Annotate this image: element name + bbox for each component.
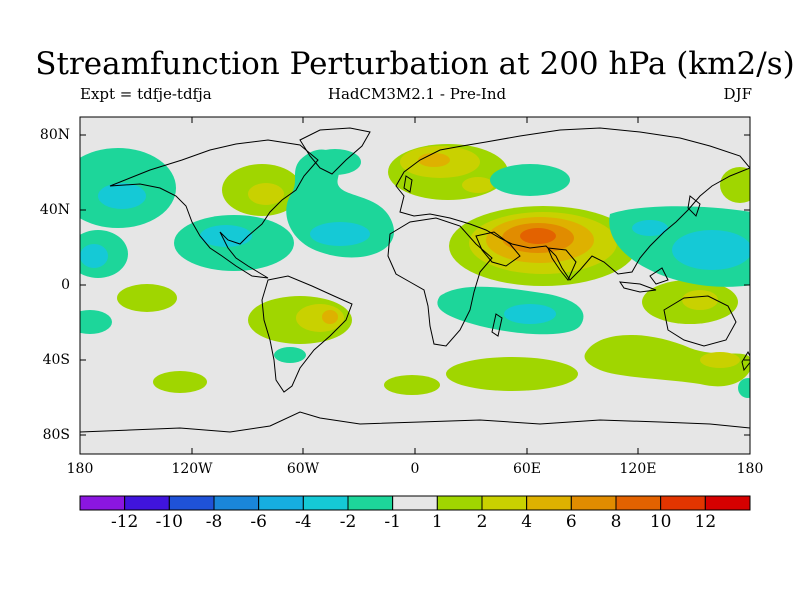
contour-dateline-south [738,378,750,398]
season-label: DJF [723,85,752,103]
coast-antarctica [80,411,750,433]
colorbar-label: 10 [649,512,672,532]
contour-arabian-sea-north [490,164,570,196]
colorbar [79,495,751,511]
colorbar-label: -2 [339,512,357,532]
colorbar-box [124,495,170,511]
contour-south-atlantic [384,375,440,395]
lat-label-80n: 80N [39,127,70,143]
coast-arabia [475,231,521,267]
colorbar-box [79,495,126,511]
colorbar-box [392,495,438,511]
contour-indonesia-core [682,290,718,310]
coast-north-america [109,139,319,279]
contour-south-pacific-west [80,310,112,334]
colorbar-box [615,495,662,511]
lat-label-0: 0 [61,277,70,293]
contour-southern-ocean-core [700,352,740,368]
contour-north-america [222,164,302,216]
experiment-label: Expt = tdfje-tdfja [80,85,212,103]
colorbar-label: -10 [155,512,184,532]
coast-australia [663,295,737,347]
lat-label-80s: 80S [42,427,70,443]
lon-label-180w: 180 [66,461,94,477]
colorbar-label: 8 [610,512,622,532]
colorbar-label: 12 [694,512,717,532]
colorbar-box [704,495,751,511]
colorbar-box [570,495,617,511]
contour-east-pacific-tropical [117,284,177,312]
colorbar-box [436,495,483,511]
lon-label-120w: 120W [171,461,213,477]
coast-indonesia [618,267,669,293]
colorbar-label: -4 [295,512,312,532]
contour-west-pacific [609,206,750,287]
contour-north-america-west [174,215,294,271]
colorbar-box [347,495,394,511]
lat-label-40n: 40N [39,202,70,218]
coast-india [547,247,577,281]
contour-east-africa-indian-ocean [437,286,584,335]
colorbar-label: 4 [521,512,533,532]
contour-south-pacific [153,371,207,393]
contour-atlantic-subtropical [286,149,395,258]
colorbar-box [168,495,215,511]
lon-label-180e: 180 [736,461,764,477]
coastlines [80,127,750,433]
colorbar-label: 6 [565,512,577,532]
colorbar-box [302,495,349,511]
coast-madagascar [491,313,503,337]
colorbar-box [258,495,304,511]
lon-label-0: 0 [410,461,420,477]
contour-europe-east [462,177,494,193]
axis-ticks [79,117,751,454]
lat-label-40s: 40S [42,352,70,368]
colorbar-box [526,495,572,511]
coast-south-america [261,275,353,393]
lon-label-120e: 120E [619,461,657,477]
colorbar-box [213,495,260,511]
contour-east-pacific-west [80,230,128,278]
figure-title: Streamfunction Perturbation at 200 hPa (… [35,46,795,82]
contour-argentina [274,347,306,363]
contour-australia-southern-ocean [584,334,750,387]
contour-south-america [248,296,352,344]
coast-eurasia [395,127,750,281]
colorbar-label: 2 [476,512,488,532]
contour-west-pacific-north [720,167,750,203]
coast-africa [387,217,493,347]
contour-southern-indian-ocean [446,357,578,391]
lon-label-60w: 60W [286,461,320,477]
coast-greenland [299,127,371,175]
colorbar-box [660,495,706,511]
colorbar-label: -1 [384,512,401,532]
colorbar-label: 1 [431,512,443,532]
colorbar-label: -12 [110,512,139,532]
coast-japan [687,195,701,217]
colorbar-label: -6 [250,512,267,532]
coast-new-zealand [741,350,750,372]
coast-uk [403,175,413,193]
contour-europe [388,144,508,200]
model-label: HadCM3M2.1 - Pre-Ind [327,85,507,103]
colorbar-label: -8 [205,512,223,532]
lon-label-60e: 60E [512,461,542,477]
colorbar-box [481,495,528,511]
contour-north-pacific [80,148,176,228]
